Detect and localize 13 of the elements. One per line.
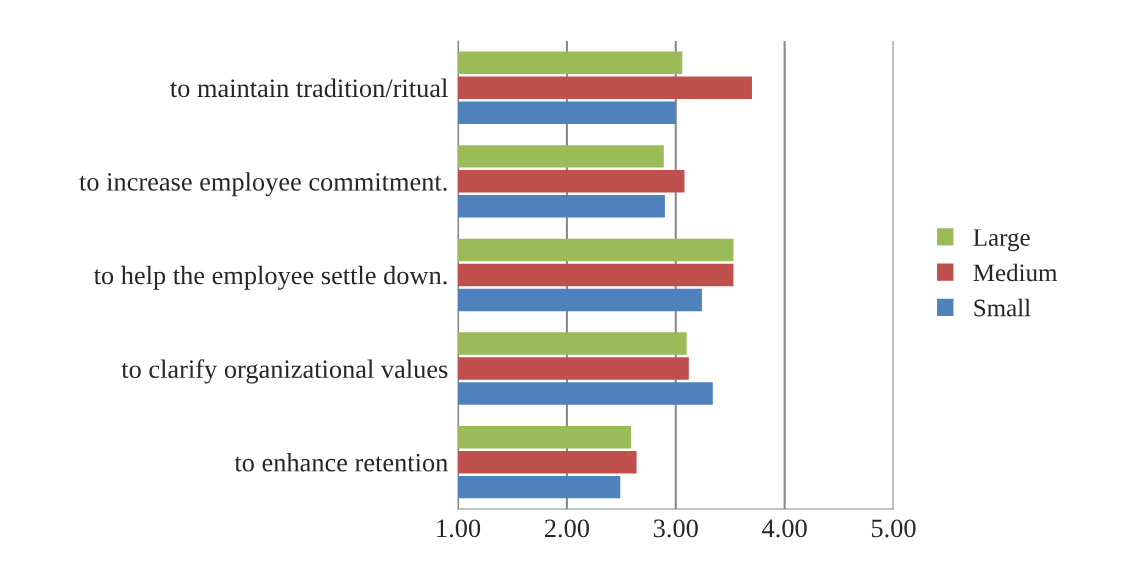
x-tick-label: 3.00 xyxy=(653,519,698,538)
y-tick-label: to enhance retention xyxy=(234,452,448,472)
y-tick-label: to help the employee settle down. xyxy=(93,265,447,290)
y-tick-label: to clarify organizational values xyxy=(121,359,448,384)
x-tick-label: 2.00 xyxy=(544,519,589,538)
legend-label: Large xyxy=(973,229,1030,252)
legend-label: Small xyxy=(974,298,1031,317)
y-tick-label: to increase employee commitment. xyxy=(79,172,447,197)
x-tick-label: 1.00 xyxy=(437,519,481,538)
x-tick-label: 5.00 xyxy=(871,519,916,538)
legend-label: Medium xyxy=(973,263,1058,282)
x-tick-label: 4.00 xyxy=(762,519,807,538)
y-tick-label: to maintain tradition/ritual xyxy=(170,78,448,98)
